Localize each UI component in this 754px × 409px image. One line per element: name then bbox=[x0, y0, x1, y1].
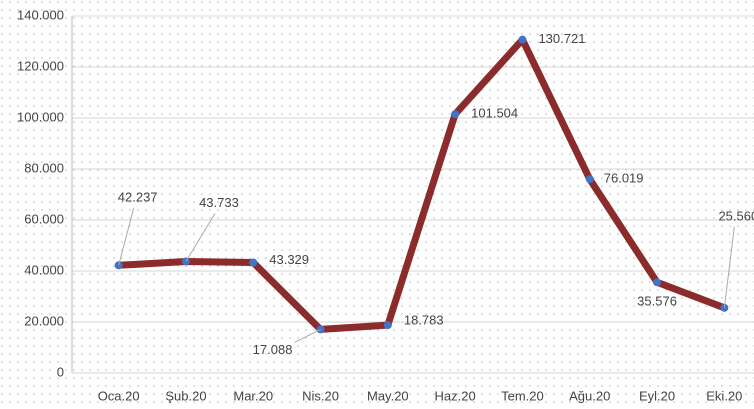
leader-line bbox=[294, 328, 321, 343]
y-tick-label: 60.000 bbox=[24, 211, 64, 226]
x-tick-label: Ağu.20 bbox=[569, 388, 610, 403]
y-tick-label: 120.000 bbox=[17, 58, 64, 73]
x-tick-label: Nis.20 bbox=[302, 388, 339, 403]
x-tick-label: Mar.20 bbox=[233, 388, 273, 403]
x-tick-label: May.20 bbox=[367, 388, 409, 403]
leader-line bbox=[118, 208, 135, 266]
y-tick-label: 100.000 bbox=[17, 109, 64, 124]
leader-line bbox=[723, 226, 735, 308]
y-tick-label: 40.000 bbox=[24, 262, 64, 277]
marker bbox=[249, 258, 258, 267]
data-label: 35.576 bbox=[637, 294, 677, 309]
x-tick-label: Şub.20 bbox=[165, 388, 206, 403]
data-label: 43.733 bbox=[199, 195, 239, 210]
x-tick-label: Eyl.20 bbox=[639, 388, 675, 403]
leader-line bbox=[185, 213, 216, 262]
y-tick-label: 20.000 bbox=[24, 313, 64, 328]
data-label: 101.504 bbox=[471, 106, 518, 121]
x-tick-label: Oca.20 bbox=[98, 388, 140, 403]
y-tick-label: 140.000 bbox=[17, 7, 64, 22]
data-label: 76.019 bbox=[604, 171, 644, 186]
x-tick-label: Eki.20 bbox=[706, 388, 742, 403]
marker bbox=[585, 175, 594, 184]
y-tick-label: 0 bbox=[57, 364, 64, 379]
data-label: 25.560 bbox=[718, 208, 754, 223]
x-tick-label: Haz.20 bbox=[435, 388, 476, 403]
data-label: 130.721 bbox=[538, 31, 585, 46]
x-tick-label: Tem.20 bbox=[501, 388, 544, 403]
marker bbox=[383, 321, 392, 330]
y-tick-label: 80.000 bbox=[24, 160, 64, 175]
data-label: 42.237 bbox=[118, 190, 158, 205]
marker bbox=[451, 110, 460, 119]
marker bbox=[653, 278, 662, 287]
data-label: 17.088 bbox=[253, 342, 293, 357]
marker bbox=[518, 35, 527, 44]
data-label: 43.329 bbox=[269, 252, 309, 267]
data-label: 18.783 bbox=[404, 313, 444, 328]
line-series bbox=[115, 36, 728, 333]
